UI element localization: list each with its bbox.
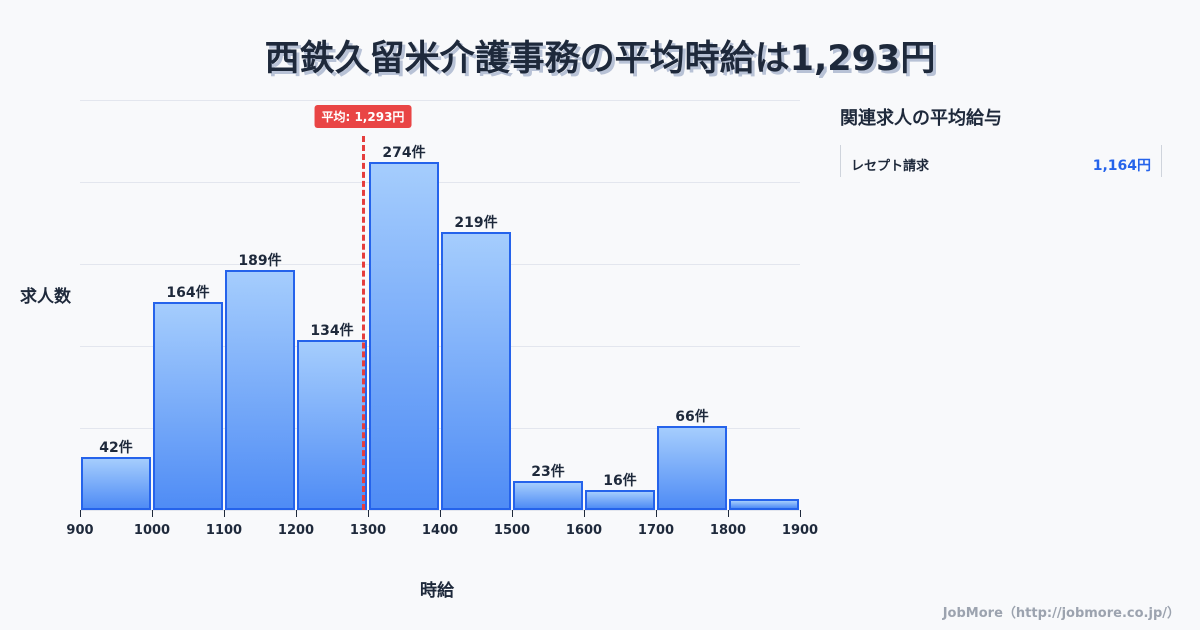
related-jobs-title: 関連求人の平均給与 — [840, 108, 1002, 129]
histogram-bar[interactable]: 23件 — [513, 464, 583, 510]
x-tick-label: 1500 — [493, 523, 531, 538]
x-tick-label: 1200 — [277, 523, 315, 538]
x-axis-label: 時給 — [420, 581, 454, 601]
related-job-item[interactable]: レセプト請求 1,164円 — [840, 145, 1162, 177]
gridline — [80, 182, 800, 183]
bar-value-label: 274件 — [382, 145, 426, 162]
y-axis-label: 求人数 — [20, 287, 71, 307]
histogram-bar[interactable]: 219件 — [441, 215, 511, 510]
x-tick — [512, 510, 513, 517]
x-tick — [224, 510, 225, 517]
histogram-bar[interactable]: 274件 — [369, 145, 439, 510]
average-line — [361, 136, 365, 510]
histogram-bar[interactable]: 164件 — [153, 285, 223, 510]
histogram-bar[interactable]: 42件 — [81, 440, 151, 510]
bar-value-label: 219件 — [454, 215, 498, 232]
gridline — [80, 428, 800, 429]
bar-value-label: 42件 — [99, 439, 133, 456]
related-job-name: レセプト請求 — [851, 159, 930, 174]
bar-value-label: 189件 — [238, 253, 282, 270]
histogram-bar[interactable]: 134件 — [297, 323, 367, 510]
x-tick-label: 1700 — [637, 523, 675, 538]
x-tick — [440, 510, 441, 517]
x-tick — [584, 510, 585, 517]
page-title: 西鉄久留米介護事務の平均時給は1,293円 — [264, 39, 936, 79]
gridline — [80, 264, 800, 265]
histogram-plot: 42件 164件 189件 134件 274件 219件 23件 16件 66件 — [80, 100, 800, 511]
x-tick-label: 1800 — [709, 523, 747, 538]
histogram-bar[interactable] — [729, 498, 799, 510]
x-tick — [296, 510, 297, 517]
bar-value-label: 16件 — [603, 472, 637, 489]
bar-value-label: 134件 — [310, 322, 354, 339]
x-tick — [800, 510, 801, 517]
histogram-bar[interactable]: 189件 — [225, 253, 295, 510]
histogram-bar[interactable]: 16件 — [585, 473, 655, 510]
gridline — [80, 346, 800, 347]
bar-value-label: 23件 — [531, 463, 565, 480]
bar-value-label: 164件 — [166, 284, 210, 301]
credit-link[interactable]: JobMore（http://jobmore.co.jp/） — [942, 606, 1180, 621]
x-tick-label: 900 — [66, 523, 94, 538]
x-tick — [656, 510, 657, 517]
gridline — [80, 100, 800, 101]
x-tick-label: 1600 — [565, 523, 603, 538]
histogram-bar[interactable]: 66件 — [657, 409, 727, 510]
average-badge: 平均: 1,293円 — [314, 105, 412, 128]
x-tick-label: 1100 — [205, 523, 243, 538]
bar-value-label: 66件 — [675, 409, 709, 426]
related-job-value: 1,164円 — [1092, 158, 1151, 174]
x-tick — [728, 510, 729, 517]
x-tick-label: 1000 — [133, 523, 171, 538]
x-tick — [80, 510, 81, 517]
x-tick-label: 1300 — [349, 523, 387, 538]
x-tick-label: 1900 — [781, 523, 819, 538]
x-tick-label: 1400 — [421, 523, 459, 538]
x-tick — [152, 510, 153, 517]
x-tick — [368, 510, 369, 517]
